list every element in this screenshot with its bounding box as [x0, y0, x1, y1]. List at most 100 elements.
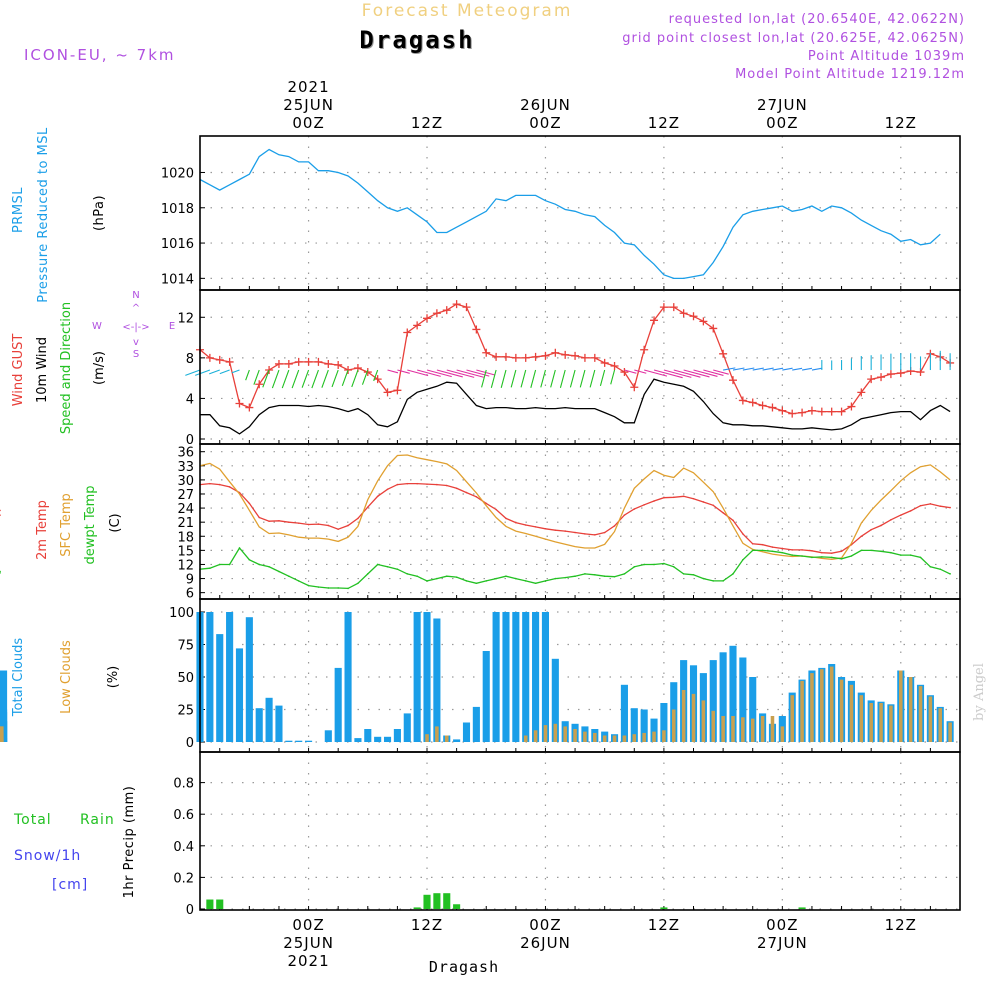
snow-label: Snow/1h	[14, 848, 81, 864]
tsfc-label: SFC Temp	[59, 493, 74, 557]
wind-direction-arrow	[624, 369, 637, 374]
low-cloud-bar	[593, 732, 597, 742]
10m-wind-line	[200, 378, 951, 435]
model-label: ICON-EU, ~ 7km	[24, 46, 176, 64]
temp-point	[643, 503, 645, 506]
total-cloud-bar	[472, 706, 480, 742]
wind-unit: (m/s)	[92, 351, 107, 385]
temp-point	[455, 576, 458, 578]
y-tick-label: 33	[177, 460, 194, 475]
temp-point	[357, 582, 359, 585]
temp-point	[821, 556, 823, 558]
low-cloud-bar	[523, 735, 528, 742]
rain-label: Rain	[80, 812, 115, 828]
wind-direction-arrow	[219, 369, 230, 375]
panel-frame	[199, 751, 961, 911]
temp-point	[899, 554, 902, 556]
wind-direction-arrow	[782, 367, 793, 371]
gust-marker	[590, 353, 599, 362]
wind-direction-arrow	[634, 369, 647, 374]
temp-point	[840, 558, 843, 560]
gust-marker	[373, 375, 382, 384]
gust-marker	[877, 373, 886, 382]
footer-location: Dragash	[429, 958, 499, 976]
total-cloud-bar	[660, 703, 668, 742]
gust-marker	[659, 303, 668, 312]
wind-direction-arrow	[426, 369, 452, 378]
total-cloud-bar	[265, 697, 273, 742]
y-tick-label: 27	[177, 488, 194, 503]
temp-point	[327, 587, 330, 589]
total-cloud-bar	[729, 645, 737, 742]
temp-point	[357, 517, 359, 520]
total-cloud-bar	[502, 612, 510, 742]
gust-marker	[679, 309, 688, 318]
temp-point	[613, 525, 616, 527]
wind-direction-arrow	[361, 369, 369, 385]
y-tick-label: 0.2	[173, 871, 194, 886]
wind-direction-arrow	[713, 369, 729, 375]
low-cloud-bar	[711, 710, 716, 742]
temp-point	[939, 568, 942, 570]
y-tick-label: 18	[177, 530, 194, 545]
temp-point	[584, 533, 586, 535]
temp-point	[238, 547, 241, 549]
temp-point	[653, 563, 655, 566]
rain-bar	[453, 904, 461, 909]
temp-point	[248, 502, 251, 505]
gust-marker	[798, 408, 807, 417]
temp-point	[515, 577, 517, 580]
temp-point	[228, 486, 231, 488]
compass-n: N	[132, 290, 139, 301]
y-tick-label: 100	[169, 606, 194, 621]
temp-point	[633, 508, 636, 510]
temp-point	[505, 575, 507, 578]
y-tick-label: 30	[177, 474, 194, 489]
gust-marker	[452, 300, 461, 309]
temp-point	[929, 566, 932, 568]
temp-point	[791, 554, 794, 556]
temp-point	[524, 524, 527, 526]
temp-point	[574, 575, 576, 578]
temp-point	[376, 563, 379, 566]
gust-marker	[689, 312, 698, 321]
low-cloud-bar	[731, 716, 735, 742]
y-tick-label: 0.8	[173, 777, 194, 792]
total-cloud-bar	[305, 740, 313, 742]
gust-marker	[492, 352, 501, 361]
temp-point	[288, 521, 290, 523]
temp-point	[515, 521, 517, 524]
total-cloud-bar	[551, 658, 559, 742]
gust-marker	[738, 396, 747, 405]
gust-marker	[363, 368, 372, 377]
gust-marker	[748, 398, 757, 407]
wind-direction-arrow	[653, 369, 683, 379]
temp-point	[830, 556, 833, 559]
temp-point	[811, 556, 813, 559]
wind-direction-arrow	[456, 369, 484, 378]
gust-marker	[334, 360, 343, 369]
gust-marker	[709, 324, 718, 333]
total-cloud-bar	[492, 612, 500, 742]
total-cloud-bar	[226, 612, 234, 742]
temp-point	[554, 577, 557, 580]
bottom-year-label: 2021	[287, 952, 329, 970]
low-cloud-bar	[829, 666, 834, 742]
panel-frame	[199, 598, 961, 753]
wind-direction-arrow	[520, 369, 527, 388]
total-cloud-bar	[295, 740, 303, 742]
gust-marker	[403, 328, 412, 337]
total-clouds-label: Total Clouds	[11, 638, 26, 718]
wind-direction-arrow	[321, 369, 329, 388]
low-cloud-bar	[849, 684, 854, 742]
faded-title: Forecast Meteogram	[362, 1, 573, 21]
temp-point	[554, 529, 557, 531]
temp-point	[682, 573, 685, 575]
series-line	[199, 148, 941, 280]
temp-point	[919, 504, 922, 507]
temp-point	[258, 563, 261, 566]
wind-label: 10m Wind	[35, 337, 50, 403]
gust-marker	[640, 345, 649, 354]
temp-point	[278, 570, 280, 573]
y-tick-label: 75	[177, 639, 194, 654]
